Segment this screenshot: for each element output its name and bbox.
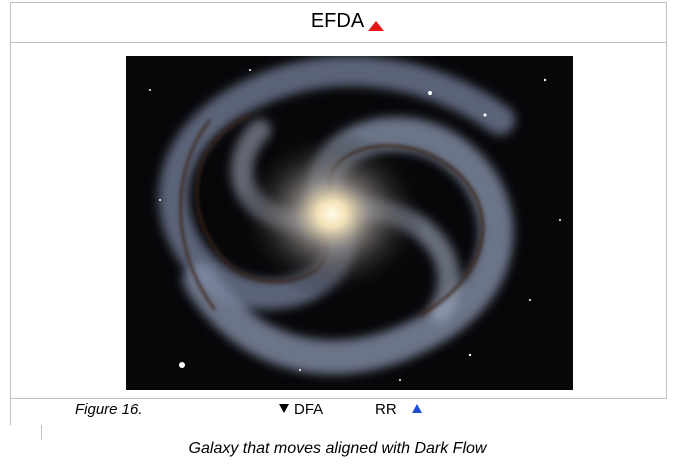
figure-label: Figure 16. — [75, 401, 143, 418]
up-triangle-icon — [412, 404, 422, 413]
document-frame — [0, 0, 675, 468]
galaxy-image — [126, 56, 573, 390]
down-triangle-icon — [279, 404, 289, 413]
page: EFDA Figure 16. DFA RR Galaxy that moves… — [0, 0, 675, 468]
figure-caption: Galaxy that moves aligned with Dark Flow — [0, 440, 675, 458]
legend-item: RR — [375, 401, 397, 418]
header-title: EFDA — [0, 10, 675, 33]
legend-item: DFA — [294, 401, 323, 418]
